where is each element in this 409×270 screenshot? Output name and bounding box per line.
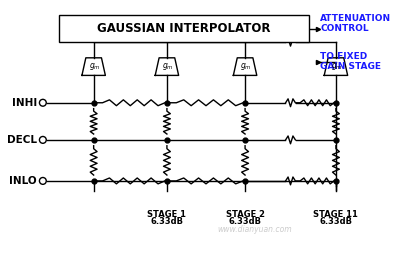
Text: $g_m$: $g_m$ (240, 61, 251, 72)
Text: INLO: INLO (9, 176, 37, 186)
Text: STAGE 11: STAGE 11 (313, 210, 357, 219)
Text: 6.33dB: 6.33dB (319, 217, 352, 227)
Text: $g_m$: $g_m$ (162, 61, 173, 72)
Text: GAUSSIAN INTERPOLATOR: GAUSSIAN INTERPOLATOR (97, 22, 270, 35)
Text: INHI: INHI (12, 98, 37, 108)
Text: www.dianyuan.com: www.dianyuan.com (217, 225, 292, 234)
FancyBboxPatch shape (59, 15, 308, 42)
Text: TO FIXED
GAIN STAGE: TO FIXED GAIN STAGE (319, 52, 380, 72)
Text: 6.33dB: 6.33dB (228, 217, 261, 227)
Text: ATTENUATION
CONTROL: ATTENUATION CONTROL (319, 14, 391, 33)
Text: DECL: DECL (7, 135, 37, 145)
Text: STAGE 1: STAGE 1 (147, 210, 186, 219)
Text: $g_m$: $g_m$ (89, 61, 100, 72)
Text: $g_m$: $g_m$ (330, 61, 342, 72)
Text: 6.33dB: 6.33dB (150, 217, 183, 227)
Text: STAGE 2: STAGE 2 (225, 210, 264, 219)
